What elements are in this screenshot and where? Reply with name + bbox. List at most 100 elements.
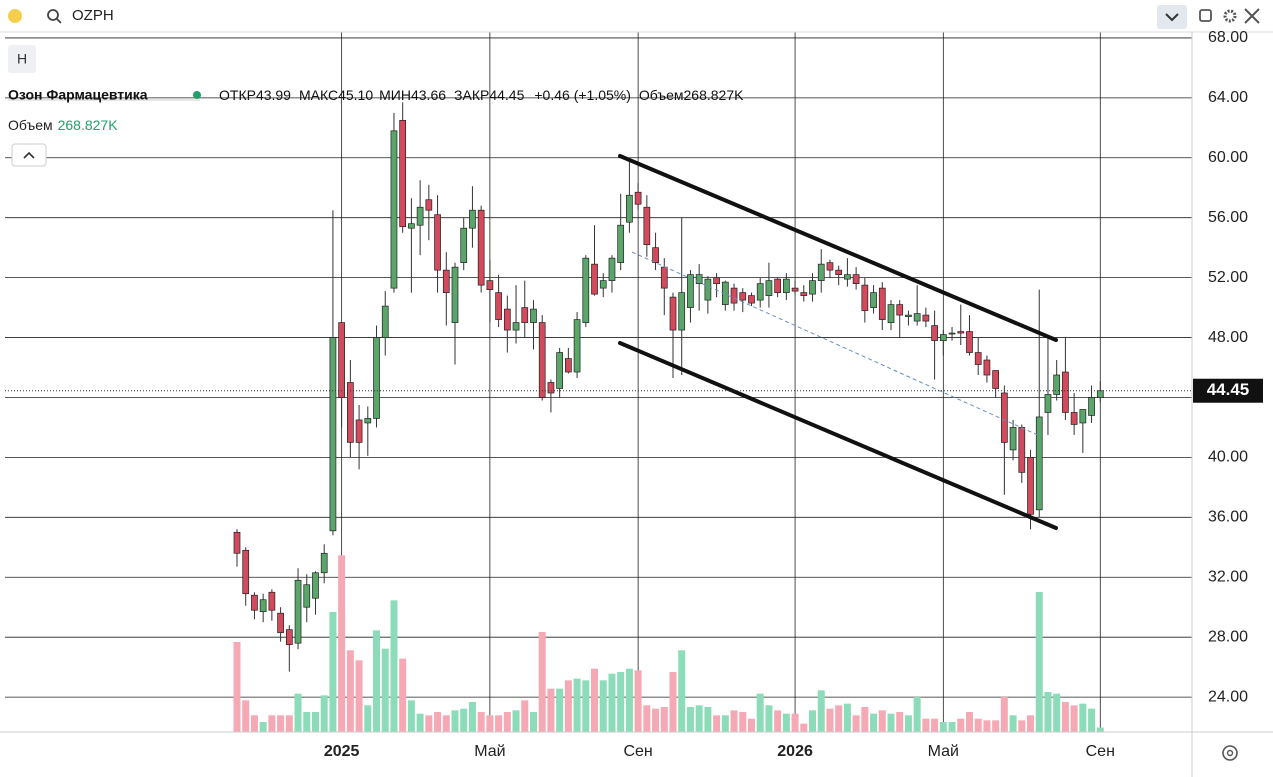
candle-body bbox=[1018, 427, 1026, 473]
candle-body bbox=[285, 629, 293, 646]
candle-body bbox=[320, 552, 328, 574]
volume-bar bbox=[730, 710, 738, 732]
volume-bar bbox=[1000, 697, 1008, 732]
candle-body bbox=[905, 314, 912, 317]
volume-bar bbox=[843, 703, 851, 732]
volume-bar bbox=[416, 713, 424, 732]
candle-body bbox=[469, 209, 476, 229]
candle-body bbox=[870, 292, 877, 308]
candle-body bbox=[303, 584, 311, 608]
candle-body bbox=[408, 223, 415, 229]
y-tick-label: 28.00 bbox=[1208, 628, 1248, 645]
volume-bar bbox=[285, 715, 293, 732]
volume-bar bbox=[425, 715, 433, 732]
candle-body bbox=[756, 283, 764, 301]
volume-bar bbox=[1035, 592, 1043, 732]
volume-label: Объем bbox=[639, 87, 684, 103]
status-dot bbox=[193, 91, 201, 99]
volume-bar bbox=[311, 712, 319, 732]
search-text[interactable]: OZPH bbox=[72, 7, 114, 24]
candle-body bbox=[1009, 427, 1017, 451]
candle-body bbox=[547, 382, 555, 394]
candle-body bbox=[416, 206, 424, 226]
volume-bar bbox=[1027, 715, 1035, 732]
volume-bar bbox=[338, 555, 346, 732]
candle-body bbox=[495, 292, 502, 320]
volume-bar bbox=[573, 678, 581, 732]
badge[interactable] bbox=[8, 45, 36, 73]
candle-body bbox=[957, 331, 965, 334]
volume-bar bbox=[599, 680, 607, 732]
x-tick-label: Май bbox=[928, 743, 959, 760]
axis-settings[interactable] bbox=[1222, 745, 1238, 761]
y-tick-label: 48.00 bbox=[1208, 329, 1248, 346]
close-value: 44.45 bbox=[489, 87, 524, 103]
volume-bar bbox=[268, 715, 276, 732]
candle-body bbox=[992, 370, 999, 389]
candle-body bbox=[931, 325, 938, 341]
candle-body bbox=[1088, 397, 1095, 416]
volume-bar bbox=[242, 700, 250, 732]
volume-bar bbox=[852, 715, 860, 732]
collapse-button[interactable] bbox=[11, 143, 47, 167]
candle-body bbox=[835, 269, 843, 275]
volume-bar bbox=[617, 672, 625, 732]
toolbar bbox=[0, 0, 1273, 32]
candle-body bbox=[591, 263, 598, 295]
volume-bar bbox=[512, 710, 520, 732]
candle-body bbox=[652, 247, 659, 264]
volume-bar bbox=[381, 648, 389, 732]
volume-bar bbox=[1044, 692, 1052, 732]
close-button[interactable] bbox=[1244, 8, 1260, 24]
candle-body bbox=[695, 274, 703, 284]
high-label: МАКС bbox=[299, 87, 338, 103]
candle-body bbox=[878, 287, 886, 320]
volume-bar bbox=[965, 712, 973, 732]
y-tick-label: 36.00 bbox=[1208, 509, 1248, 526]
volume-bar bbox=[913, 697, 921, 732]
volume-bar bbox=[547, 688, 555, 732]
volume-bar bbox=[861, 707, 869, 732]
volume-bar bbox=[721, 715, 729, 732]
candle-body bbox=[852, 274, 860, 284]
volume-bar bbox=[809, 710, 817, 732]
candle-body bbox=[294, 579, 302, 644]
volume-bar bbox=[625, 668, 633, 732]
volume-bar bbox=[957, 718, 965, 732]
volume-bar bbox=[904, 715, 912, 732]
candle-body bbox=[704, 278, 712, 301]
volume-value: 268.827K bbox=[58, 117, 119, 133]
volume-bar bbox=[320, 695, 328, 732]
search-icon[interactable] bbox=[47, 9, 59, 21]
volume-bar bbox=[529, 712, 537, 732]
volume-bar bbox=[1070, 705, 1078, 732]
candle-body bbox=[582, 257, 590, 323]
candle-body bbox=[1001, 392, 1008, 443]
volume-bar bbox=[870, 713, 878, 732]
channel-lower bbox=[618, 341, 1058, 530]
volume-bar bbox=[643, 705, 651, 732]
candle-body bbox=[538, 322, 546, 398]
candle-body bbox=[512, 322, 520, 331]
settings-button[interactable] bbox=[1223, 9, 1237, 23]
candle-body bbox=[739, 292, 747, 301]
candle-body bbox=[861, 284, 869, 311]
volume-bar bbox=[495, 715, 503, 732]
candle-body bbox=[573, 319, 581, 373]
volume-bar bbox=[564, 680, 572, 732]
candle-body bbox=[800, 292, 808, 296]
volume-bar bbox=[948, 722, 956, 732]
volume-label: Объем bbox=[8, 117, 53, 133]
window-dot[interactable] bbox=[8, 9, 22, 23]
volume-pane bbox=[233, 555, 1104, 732]
candle-body bbox=[451, 266, 459, 323]
volume-bar bbox=[442, 715, 450, 732]
dropdown-button[interactable] bbox=[1157, 5, 1187, 29]
volume-bar bbox=[1009, 715, 1017, 732]
candle-body bbox=[660, 266, 668, 289]
window-button[interactable] bbox=[1199, 9, 1212, 22]
volume-bar bbox=[390, 600, 398, 732]
volume-bar bbox=[747, 718, 755, 732]
candle-body bbox=[1070, 412, 1078, 425]
